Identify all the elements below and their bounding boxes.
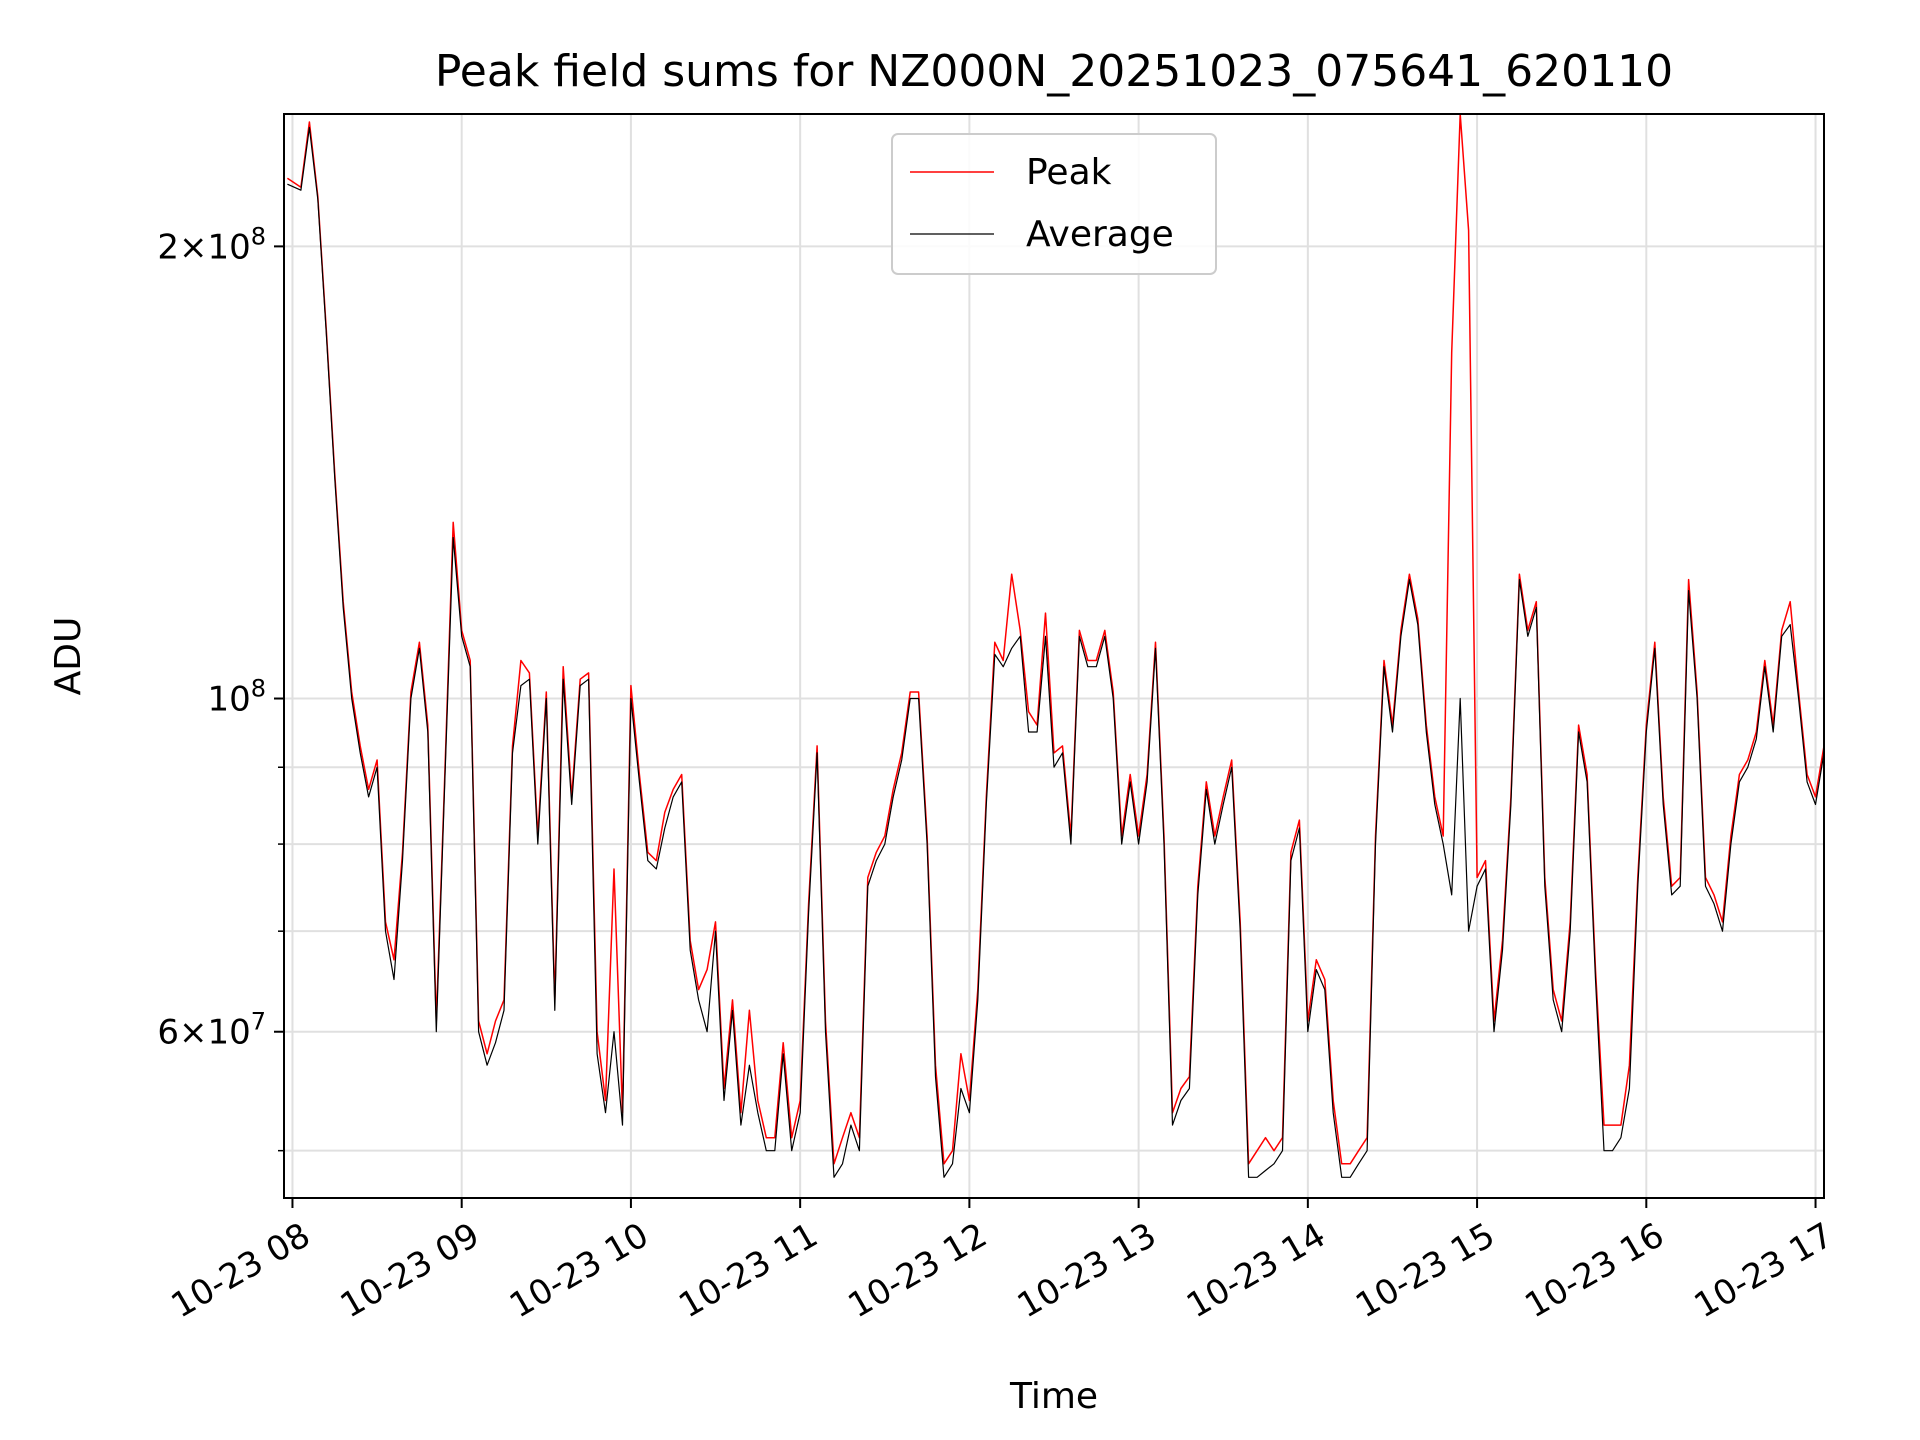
plot-frame: [283, 113, 1825, 1199]
y-tick-label: 2×108: [157, 222, 266, 267]
y-tick-label: 108: [207, 675, 266, 720]
y-axis-label: ADU: [48, 617, 89, 696]
legend-average-label: Average: [1026, 214, 1174, 255]
legend: Peak Average: [891, 133, 1217, 275]
average-series-line: [287, 126, 1824, 1178]
x-axis-label: Time: [1009, 1376, 1098, 1417]
plot-area: [286, 114, 1824, 1178]
legend-peak-label: Peak: [1026, 152, 1112, 193]
y-axis: 6×107 108 2×108: [157, 222, 284, 1152]
chart-title: Peak field sums for NZ000N_20251023_0756…: [435, 46, 1673, 97]
y-tick-label: 6×107: [157, 1008, 266, 1053]
legend-box: [891, 133, 1217, 275]
